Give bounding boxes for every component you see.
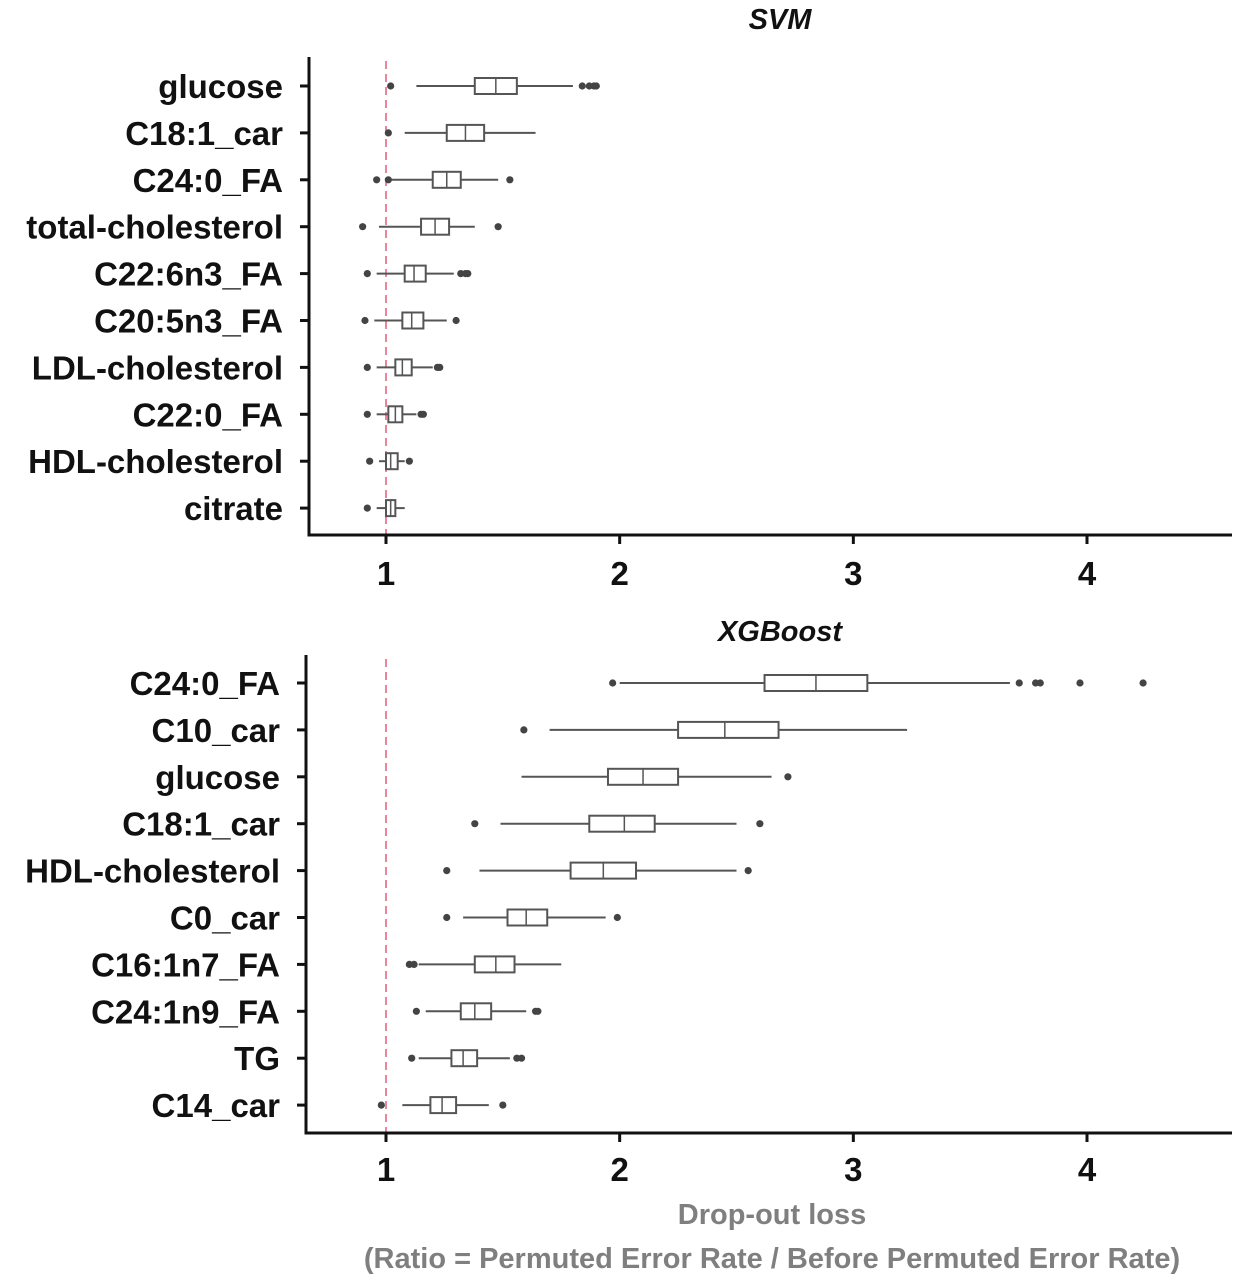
outlier-point	[387, 82, 395, 90]
box	[394, 358, 413, 377]
outlier-point	[1015, 679, 1023, 687]
outlier-point	[744, 867, 752, 875]
x-tick-label: 2	[610, 1151, 628, 1188]
box	[473, 955, 516, 974]
x-tick-label: 3	[844, 1151, 862, 1188]
outlier-point	[359, 223, 367, 231]
category-label: C20:5n3_FA	[94, 303, 283, 340]
outlier-point	[494, 223, 502, 231]
category-label: glucose	[158, 68, 283, 105]
box	[459, 1002, 493, 1021]
category-label: C16:1n7_FA	[91, 946, 280, 983]
outlier-point	[410, 960, 418, 969]
category-label: C0_car	[170, 900, 280, 937]
outlier-point	[377, 1101, 385, 1109]
category-label: HDL-cholesterol	[25, 853, 280, 890]
category-label: C24:0_FA	[133, 162, 283, 199]
outlier-point	[363, 504, 371, 512]
outlier-point	[363, 410, 371, 418]
x-tick-label: 3	[844, 555, 862, 592]
outlier-point	[1139, 679, 1147, 687]
outlier-point	[499, 1101, 507, 1109]
outlier-point	[464, 270, 472, 278]
outlier-point	[419, 410, 427, 418]
x-tick-label: 2	[610, 555, 628, 592]
outlier-point	[520, 726, 528, 734]
outlier-point	[384, 176, 392, 184]
box	[677, 720, 780, 739]
box	[403, 264, 427, 283]
outlier-point	[609, 679, 617, 687]
outlier-point	[471, 820, 479, 828]
category-label: C10_car	[152, 712, 281, 749]
outlier-point	[361, 316, 369, 325]
category-label: C18:1_car	[122, 806, 280, 843]
outlier-point	[363, 363, 371, 371]
x-tick-label: 4	[1078, 555, 1097, 592]
outlier-point	[534, 1007, 542, 1015]
outlier-point	[506, 176, 514, 184]
panel-title: XGBoost	[716, 616, 843, 648]
category-label: C24:0_FA	[130, 665, 280, 702]
outlier-point	[1036, 679, 1044, 687]
outlier-point	[592, 82, 600, 90]
category-label: total-cholesterol	[26, 209, 283, 246]
x-tick-label: 4	[1078, 1151, 1097, 1188]
panel-title: SVM	[749, 4, 813, 36]
outlier-point	[436, 363, 444, 371]
category-label: LDL-cholesterol	[32, 349, 283, 386]
box	[429, 1096, 458, 1115]
outlier-point	[578, 82, 586, 90]
category-label: C24:1n9_FA	[91, 993, 280, 1030]
x-tick-label: 1	[377, 1151, 395, 1188]
x-axis-title: Drop-out loss	[678, 1199, 867, 1231]
box	[385, 452, 399, 471]
outlier-point	[784, 773, 792, 781]
outlier-point	[452, 316, 460, 325]
outlier-point	[408, 1054, 416, 1062]
x-axis-subtitle: (Ratio = Permuted Error Rate / Before Pe…	[364, 1243, 1180, 1275]
outlier-point	[373, 176, 381, 184]
category-label: TG	[234, 1040, 280, 1077]
x-tick-label: 1	[377, 555, 395, 592]
box	[401, 311, 425, 330]
category-label: C18:1_car	[125, 115, 283, 152]
category-label: citrate	[184, 490, 283, 527]
outlier-point	[1076, 679, 1084, 687]
outlier-point	[517, 1054, 526, 1062]
box	[588, 814, 656, 833]
outlier-point	[756, 820, 764, 828]
outlier-point	[412, 1007, 420, 1015]
outlier-point	[384, 129, 392, 137]
outlier-point	[613, 913, 621, 922]
category-label: C14_car	[152, 1087, 281, 1124]
outlier-point	[366, 457, 374, 465]
category-label: HDL-cholesterol	[28, 443, 283, 480]
box	[450, 1049, 479, 1068]
category-label: glucose	[155, 759, 280, 796]
category-label: C22:0_FA	[133, 396, 283, 433]
outlier-point	[363, 270, 371, 278]
box	[506, 908, 549, 927]
outlier-point	[405, 457, 413, 465]
category-label: C22:6n3_FA	[94, 256, 283, 293]
outlier-point	[443, 867, 451, 875]
svm-panel: SVM 1 2 3 4 glucose C18:1_car C24:0_FA total-cho…	[26, 4, 1232, 592]
outlier-point	[443, 913, 451, 922]
